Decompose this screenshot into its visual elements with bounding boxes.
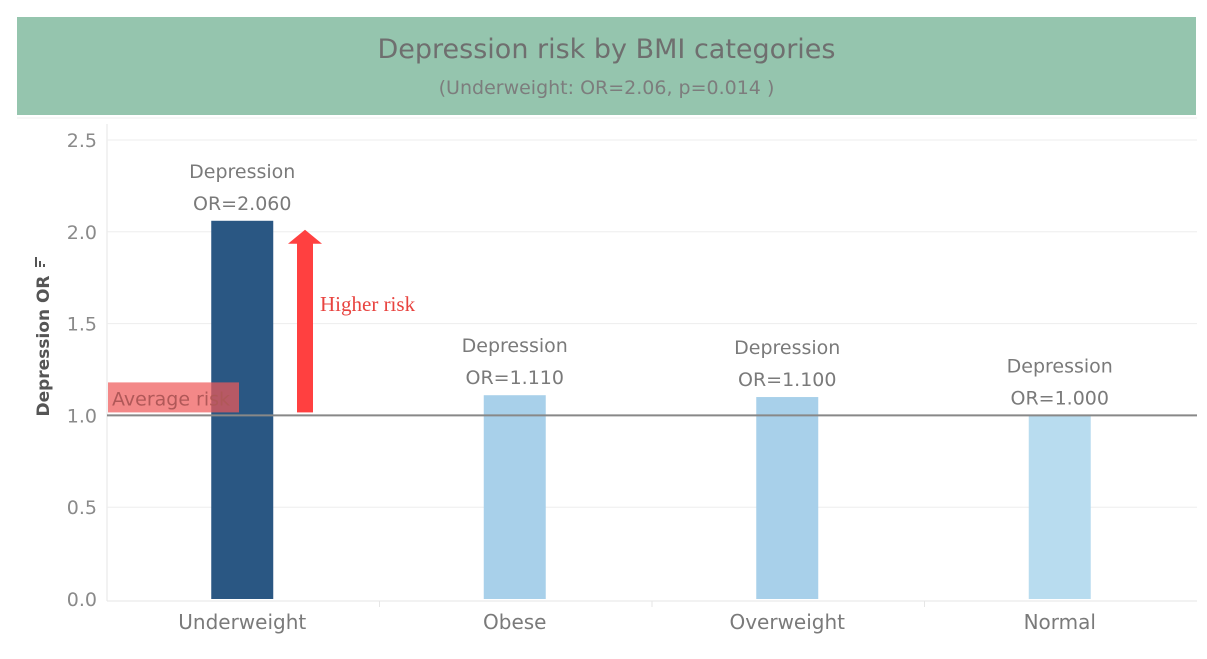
data-label-title: Depression [1007, 355, 1113, 377]
bars [211, 220, 1091, 599]
average-risk-label: Average risk [112, 388, 230, 410]
bar-normal [1028, 415, 1091, 599]
data-labels: Depression OR=2.060 Depression OR=1.110 Depr… [189, 161, 1113, 410]
data-label-value: OR=2.060 [193, 193, 291, 215]
reference-group: Average risk Higher risk [107, 229, 1197, 417]
y-axis-label: Depression OR [34, 275, 54, 416]
y-axis-label-icon [35, 257, 45, 267]
data-label-value: OR=1.110 [466, 367, 564, 389]
y-tick-label: 0.5 [67, 497, 97, 519]
category-labels: Underweight Obese Overweight Normal [178, 610, 1096, 634]
data-label-title: Depression [462, 335, 568, 357]
arrow-shaft [297, 241, 313, 413]
y-tick-label: 1.0 [67, 405, 97, 427]
category-label: Overweight [729, 610, 845, 634]
higher-risk-label: Higher risk [320, 292, 416, 316]
data-label-value: OR=1.100 [738, 369, 836, 391]
y-axis-ticks: 0.0 0.5 1.0 1.5 2.0 2.5 [67, 130, 97, 611]
bar-obese [483, 395, 546, 599]
category-label: Normal [1024, 610, 1096, 634]
chart-subtitle: (Underweight: OR=2.06, p=0.014 ) [438, 77, 775, 99]
y-tick-label: 2.5 [67, 130, 97, 152]
data-label-title: Depression [189, 161, 295, 183]
average-risk-highlight [108, 382, 239, 413]
category-label: Obese [483, 610, 546, 634]
data-label-title: Depression [734, 337, 840, 359]
arrow-up-icon [288, 229, 322, 244]
y-tick-label: 2.0 [67, 222, 97, 244]
bar-overweight [756, 397, 819, 599]
data-label-value: OR=1.000 [1011, 387, 1109, 409]
y-tick-label: 0.0 [67, 589, 97, 611]
title-band: Depression risk by BMI categories (Under… [17, 17, 1196, 115]
category-label: Underweight [178, 610, 306, 634]
y-tick-label: 1.5 [67, 314, 97, 336]
chart-title: Depression risk by BMI categories [377, 34, 836, 65]
